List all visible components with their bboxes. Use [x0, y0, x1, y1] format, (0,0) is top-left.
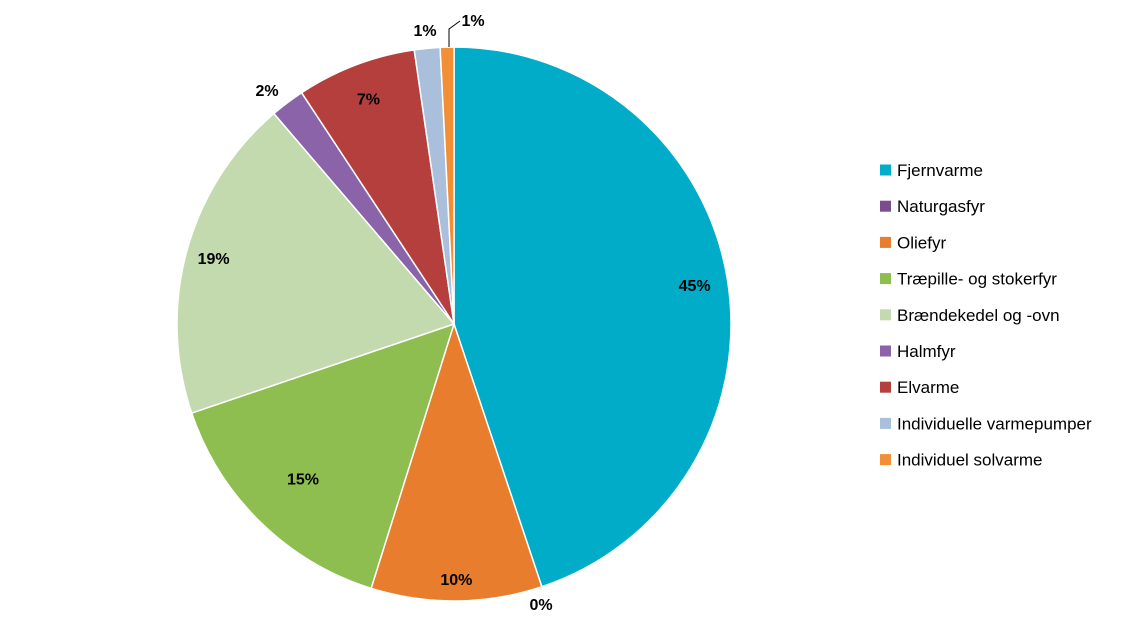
slice-label-2: 10% [440, 572, 472, 589]
legend-swatch-1 [880, 200, 891, 212]
legend-label-2: Oliefyr [897, 233, 946, 252]
legend-swatch-6 [880, 381, 891, 393]
pie-slices [176, 46, 732, 602]
slice-label-6: 7% [357, 92, 380, 109]
legend-label-5: Halmfyr [897, 342, 956, 361]
pie-slice-4 [176, 112, 456, 415]
pie-slice-6 [300, 49, 455, 325]
slice-label-4: 19% [198, 251, 230, 268]
slice-label-7: 1% [413, 23, 436, 40]
legend-label-4: Brændekedel og -ovn [897, 306, 1060, 325]
legend-swatch-8 [880, 454, 891, 466]
legend-swatch-5 [880, 345, 891, 357]
pie-slice-2 [370, 321, 543, 602]
legend-swatch-2 [880, 236, 891, 248]
legend-label-6: Elvarme [897, 378, 959, 397]
legend-label-0: Fjernvarme [897, 161, 983, 180]
legend-label-1: Naturgasfyr [897, 197, 985, 216]
legend-swatch-0 [880, 164, 891, 176]
slice-label-8: 1% [461, 13, 484, 30]
slice-label-5: 2% [255, 83, 278, 100]
legend-label-7: Individuelle varmepumper [897, 414, 1092, 433]
slice-label-1: 0% [529, 597, 552, 614]
leader-line-8 [448, 20, 461, 47]
slice-label-3: 15% [287, 472, 319, 489]
slice-label-0: 45% [679, 278, 711, 295]
pie-slice-0 [453, 46, 732, 588]
legend-swatch-4 [880, 309, 891, 321]
legend-label-3: Træpille- og stokerfyr [897, 270, 1057, 289]
pie-slice-3 [190, 322, 456, 590]
legend: Fjernvarme Naturgasfyr Oliefyr Træpille- og… [880, 161, 1092, 470]
slice-labels: 45% 0% 10% 15% 19% 2% 7% 1% 1% [198, 13, 711, 614]
legend-label-8: Individuel solvarme [897, 451, 1043, 470]
leader-lines [448, 20, 461, 47]
pie-slice-8 [439, 46, 455, 325]
legend-swatch-7 [880, 417, 891, 429]
legend-swatch-3 [880, 273, 891, 285]
